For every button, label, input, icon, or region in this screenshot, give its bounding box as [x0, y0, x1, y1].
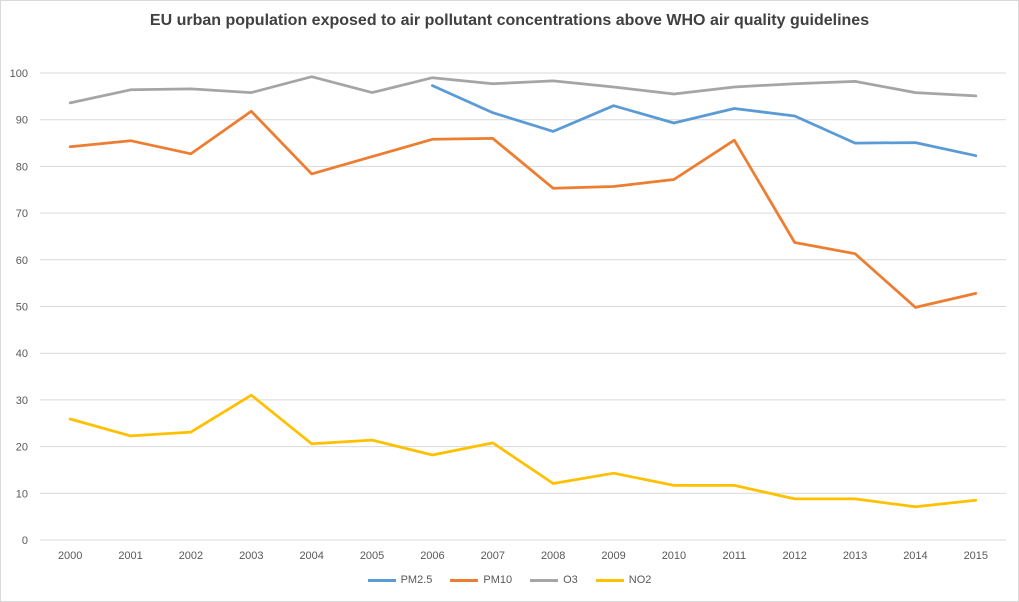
legend-swatch: [595, 578, 624, 582]
y-tick-label: 100: [10, 68, 28, 80]
legend-label: O3: [563, 574, 578, 586]
x-tick-label: 2011: [722, 550, 746, 562]
legend-item-pm25: PM2.5: [367, 574, 433, 586]
x-axis-ticks: 2000 2001 2002 2003 2004 2005 2006 2007 2008 2009…: [58, 550, 988, 562]
y-tick-label: 30: [16, 395, 28, 407]
legend-label: PM10: [483, 574, 513, 586]
x-tick-label: 2012: [782, 550, 806, 562]
series-line-pm10: [68, 109, 978, 309]
series-lines: [68, 75, 978, 509]
x-tick-label: 2000: [58, 550, 82, 562]
y-tick-label: 80: [16, 161, 28, 173]
x-tick-label: 2002: [179, 550, 203, 562]
x-tick-label: 2007: [481, 550, 505, 562]
legend-swatch: [530, 578, 559, 582]
y-tick-label: 60: [16, 255, 28, 267]
x-tick-label: 2006: [420, 550, 444, 562]
y-tick-label: 40: [16, 348, 28, 360]
x-tick-label: 2004: [299, 550, 323, 562]
x-tick-label: 2001: [118, 550, 142, 562]
series-line-pm25: [431, 84, 978, 158]
legend-label: NO2: [628, 574, 652, 586]
legend: PM2.5 PM10 O3 NO2: [0, 574, 1019, 586]
y-tick-label: 20: [16, 442, 28, 454]
legend-swatch: [367, 578, 396, 582]
x-tick-label: 2010: [662, 550, 686, 562]
x-tick-label: 2008: [541, 550, 565, 562]
legend-item-no2: NO2: [595, 574, 652, 586]
legend-swatch: [450, 578, 479, 582]
x-tick-label: 2014: [903, 550, 927, 562]
chart-title: EU urban population exposed to air pollu…: [149, 12, 870, 29]
x-tick-label: 2013: [843, 550, 867, 562]
y-tick-label: 70: [16, 208, 28, 220]
legend-item-pm10: PM10: [450, 574, 512, 586]
legend-label: PM2.5: [400, 574, 433, 586]
y-tick-label: 0: [22, 535, 28, 547]
y-axis-ticks: 0 10 20 30 40 50 60 70 80 90 100: [10, 68, 28, 547]
x-tick-label: 2015: [964, 550, 988, 562]
y-tick-label: 90: [16, 115, 28, 127]
series-line-no2: [68, 393, 978, 509]
y-tick-label: 50: [16, 302, 28, 314]
x-tick-label: 2005: [360, 550, 384, 562]
series-line-o3: [68, 75, 978, 105]
gridlines: [40, 72, 1006, 541]
x-tick-label: 2003: [239, 550, 263, 562]
x-tick-label: 2009: [601, 550, 625, 562]
legend-item-o3: O3: [530, 574, 578, 586]
y-tick-label: 10: [16, 488, 28, 500]
